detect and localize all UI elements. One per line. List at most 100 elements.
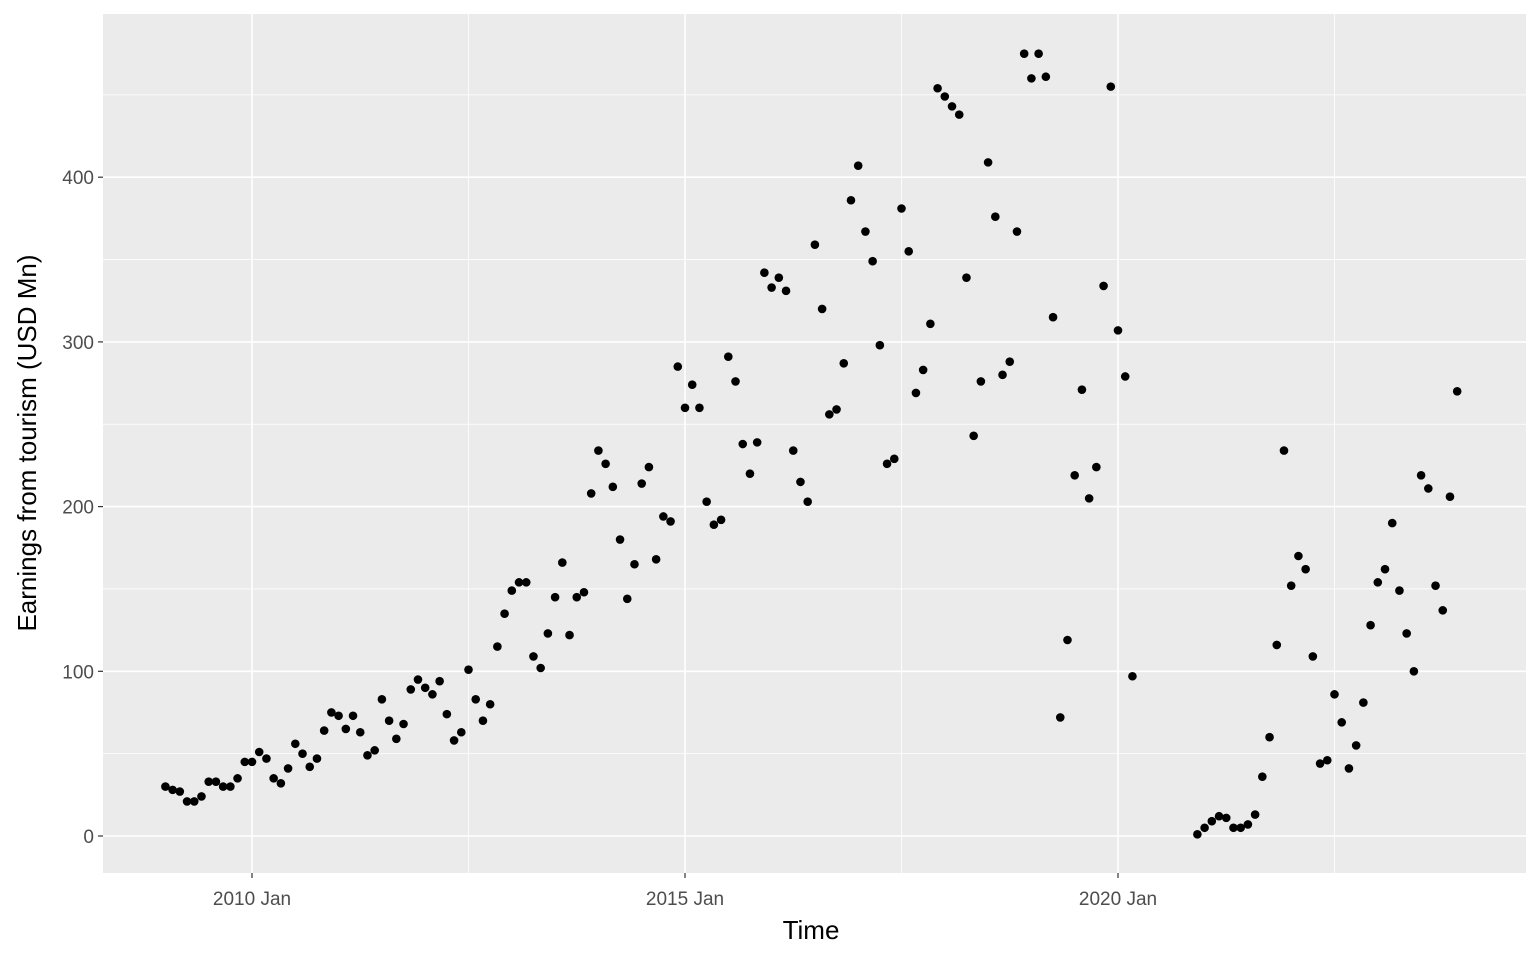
y-tick-label: 400 — [62, 168, 94, 189]
data-point — [1452, 387, 1462, 396]
data-point — [998, 370, 1007, 380]
data-point — [803, 497, 812, 506]
data-point — [695, 403, 704, 413]
y-tick-label: 0 — [83, 827, 94, 848]
data-point — [1265, 732, 1274, 742]
data-point — [1250, 810, 1260, 819]
data-point — [327, 708, 336, 717]
data-point — [269, 774, 278, 783]
data-point — [1431, 581, 1440, 590]
data-point — [651, 555, 661, 564]
data-point — [839, 359, 849, 368]
data-point — [175, 787, 185, 796]
data-point — [969, 431, 978, 441]
data-point — [442, 709, 452, 719]
data-point — [666, 517, 675, 526]
x-tick-label: 2020 Jan — [1079, 889, 1157, 910]
data-point — [1322, 755, 1332, 765]
data-point — [1193, 830, 1202, 839]
data-point — [392, 734, 401, 744]
data-point — [810, 240, 820, 250]
y-axis-title: Earnings from tourism (USD Mn) — [12, 254, 42, 631]
data-point — [767, 283, 776, 292]
data-point — [572, 592, 582, 602]
data-point — [377, 694, 387, 704]
data-point — [493, 642, 502, 651]
data-point — [594, 446, 603, 455]
data-point — [500, 609, 509, 618]
data-point — [709, 520, 719, 530]
data-point — [283, 764, 293, 773]
data-point — [161, 782, 170, 791]
data-point — [1373, 578, 1383, 587]
data-point — [1048, 312, 1058, 322]
data-point — [565, 630, 574, 640]
data-point — [449, 736, 459, 745]
data-point — [1070, 471, 1079, 480]
data-point — [507, 586, 517, 595]
data-point — [262, 754, 271, 763]
data-point — [355, 727, 365, 737]
x-tick-label: 2010 Jan — [213, 889, 291, 910]
data-point — [254, 747, 264, 757]
data-point — [832, 405, 841, 414]
data-point — [536, 663, 545, 673]
data-point — [817, 304, 827, 314]
data-point — [1041, 72, 1051, 82]
data-point — [1200, 823, 1209, 833]
data-point — [399, 719, 408, 729]
data-point — [954, 110, 964, 119]
data-point — [1424, 484, 1433, 493]
data-point — [233, 774, 242, 783]
data-point — [1106, 82, 1116, 91]
data-point — [745, 469, 755, 478]
data-point — [897, 204, 906, 213]
data-point — [644, 462, 654, 472]
data-point — [1387, 518, 1397, 528]
data-point — [1027, 74, 1036, 83]
data-point — [406, 685, 416, 694]
data-point — [334, 711, 343, 721]
y-tick-label: 200 — [62, 498, 94, 519]
data-point — [428, 690, 437, 699]
data-point — [1359, 698, 1368, 707]
data-points — [161, 49, 1462, 839]
data-point — [312, 754, 322, 763]
data-point — [1063, 635, 1072, 645]
data-point — [1229, 823, 1238, 833]
data-point — [456, 727, 466, 737]
data-point — [1315, 759, 1325, 768]
data-point — [197, 792, 206, 801]
data-point — [933, 83, 942, 93]
data-point — [716, 515, 726, 525]
data-point — [983, 158, 993, 167]
data-point — [659, 512, 668, 521]
data-point — [1128, 671, 1137, 681]
data-point — [384, 716, 394, 726]
data-point — [1366, 620, 1375, 630]
data-point — [904, 247, 914, 256]
data-point — [1395, 586, 1404, 595]
data-point — [305, 762, 315, 772]
data-point — [825, 410, 834, 419]
data-point — [1294, 551, 1303, 561]
data-point — [630, 559, 639, 569]
data-point — [752, 438, 762, 447]
data-point — [1272, 640, 1282, 650]
data-point — [868, 256, 877, 266]
data-point — [687, 380, 697, 390]
data-point — [702, 497, 711, 506]
data-point — [1330, 690, 1339, 699]
data-point — [363, 750, 372, 760]
data-point — [471, 694, 481, 704]
data-point — [579, 587, 589, 597]
data-point — [911, 388, 921, 398]
data-point — [940, 92, 950, 101]
data-point — [846, 195, 856, 205]
data-point — [788, 446, 798, 455]
data-point — [348, 711, 358, 721]
data-point — [1380, 564, 1390, 574]
data-point — [608, 482, 618, 492]
data-point — [615, 535, 625, 544]
